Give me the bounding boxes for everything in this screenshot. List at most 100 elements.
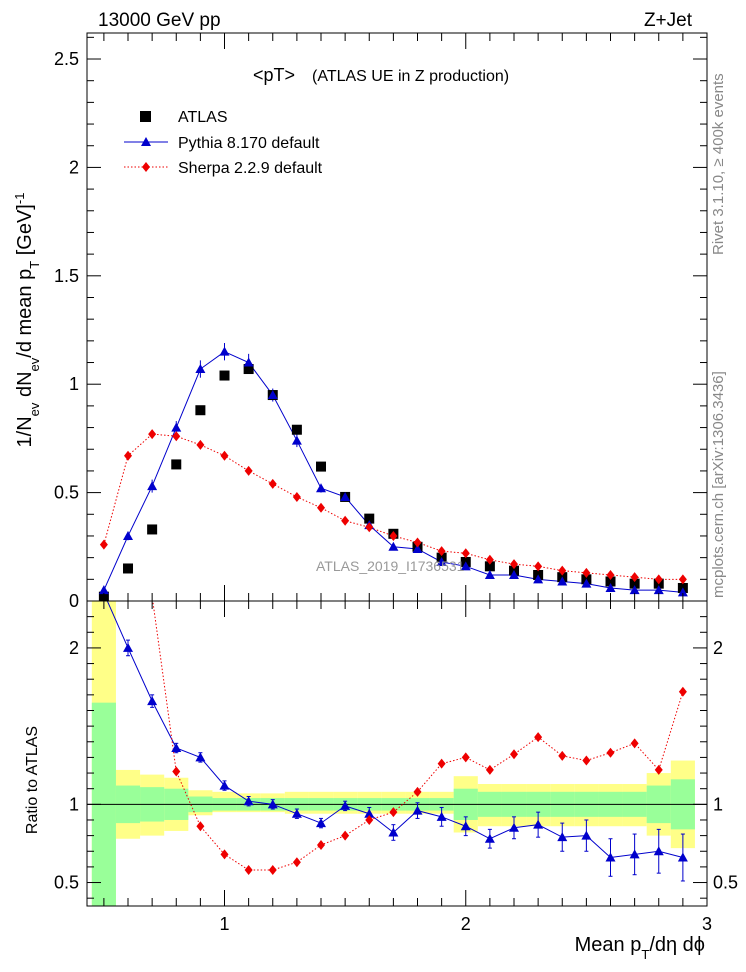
ratio-sherpa-point — [437, 758, 446, 769]
pythia-point — [460, 561, 471, 571]
ratio-pythia-point — [219, 780, 230, 790]
sherpa-point — [172, 431, 181, 442]
ratio-sherpa-point — [317, 840, 326, 850]
sherpa-point — [124, 450, 133, 461]
ratio-pythia-point — [195, 752, 206, 762]
ratio-sherpa-point — [292, 857, 301, 868]
sherpa-point — [606, 569, 615, 580]
pythia-point — [291, 435, 302, 445]
pythia-point — [557, 576, 568, 586]
ratio-pythia-point — [509, 822, 520, 832]
atlas-point — [123, 563, 134, 574]
pythia-point — [98, 585, 109, 595]
sherpa-point — [630, 572, 639, 583]
sherpa-point — [365, 522, 374, 533]
sherpa-point — [220, 450, 229, 461]
atlas-point — [171, 459, 182, 470]
ratio-sherpa-line — [152, 601, 684, 871]
ratio-pythia-point — [123, 642, 134, 652]
ratio-pythia-point — [147, 696, 158, 706]
main-y-tick-label: 0 — [69, 591, 79, 611]
ratio-y-axis-label: Ratio to ATLAS — [24, 726, 41, 834]
ratio-sherpa-point — [606, 747, 615, 758]
x-axis-label: Mean pT/dη dϕ — [575, 934, 705, 962]
ratio-sherpa-point — [510, 749, 519, 760]
atlas-point — [195, 405, 206, 416]
ratio-frame — [86, 600, 708, 907]
atlas-point — [605, 576, 616, 587]
pythia-point — [509, 569, 520, 579]
ratio-pythia-point — [533, 819, 544, 829]
legend-label-pythia: Pythia 8.170 default — [178, 135, 320, 152]
main-y-tick-label: 1 — [69, 374, 79, 394]
ratio-pythia-point — [412, 805, 423, 815]
pythia-point — [316, 483, 327, 493]
ratio-pythia-point — [364, 808, 375, 818]
sherpa-point — [341, 515, 350, 526]
sherpa-point — [244, 465, 253, 476]
ratio-pythia-point — [316, 818, 327, 828]
pythia-point — [533, 574, 544, 584]
ratio-sherpa-point — [196, 821, 205, 832]
ratio-sherpa-point — [365, 814, 374, 825]
sherpa-point — [437, 546, 446, 557]
legend-label-sherpa: Sherpa 2.2.9 default — [178, 160, 323, 177]
sherpa-point — [292, 491, 301, 502]
sherpa-point — [534, 561, 543, 572]
sherpa-point — [268, 478, 277, 489]
main-panel: ATLAS_2019_I1736531 0 0.5 1 1.5 2 2.5 1/Nev d… — [12, 32, 708, 611]
ratio-pythia-point — [267, 799, 278, 809]
watermark: ATLAS_2019_I1736531 — [316, 558, 465, 574]
side-label-rivet: Rivet 3.1.10, ≥ 400k events — [710, 73, 727, 255]
ratio-sherpa-point — [413, 786, 422, 797]
ratio-pythia-point — [581, 830, 592, 840]
pythia-point — [243, 357, 254, 367]
ratio-sherpa-point — [244, 865, 253, 876]
ratio-pythia-point — [291, 808, 302, 818]
ratio-sherpa-point — [630, 738, 639, 749]
pythia-point — [171, 422, 182, 432]
pythia-point — [412, 543, 423, 553]
ratio-sherpa-point — [534, 732, 543, 743]
pythia-point — [219, 346, 230, 356]
pythia-point — [436, 556, 447, 566]
x-tick-label: 1 — [220, 914, 230, 934]
ratio-sherpa-point — [654, 764, 663, 775]
ratio-y-tick-label-right: 0.5 — [713, 873, 738, 893]
ratio-pythia-point — [677, 852, 688, 862]
ratio-sherpa-point — [485, 764, 494, 775]
pythia-point — [653, 585, 664, 595]
ratio-pythia-point — [629, 849, 640, 859]
atlas-point — [219, 370, 230, 381]
pythia-point — [340, 491, 351, 501]
ratio-sherpa-point — [678, 686, 687, 697]
ratio-sherpa-point — [124, 257, 132, 267]
atlas-point — [629, 578, 640, 589]
ratio-panel: 0.5 0.5 1 1 2 2 1 2 3 Ratio to ATLAS — [24, 257, 738, 934]
pythia-point — [581, 578, 592, 588]
atlas-point — [291, 424, 302, 435]
atlas-point — [484, 561, 495, 572]
ratio-pythia-point — [460, 821, 471, 831]
ratio-pythia-point — [557, 832, 568, 842]
ratio-sherpa-point — [461, 752, 470, 763]
collision-label: 13000 GeV pp — [98, 10, 221, 31]
pythia-line — [103, 351, 683, 593]
ratio-sherpa-point — [341, 830, 350, 841]
ratio-sherpa-point — [582, 755, 591, 766]
x-tick-label: 3 — [702, 914, 712, 934]
pythia-point — [267, 390, 278, 400]
pythia-point — [195, 364, 206, 374]
ratio-y-tick-label-right: 1 — [713, 794, 723, 814]
ratio-pythia-point — [243, 796, 254, 806]
main-y-tick-label: 2.5 — [54, 49, 79, 69]
sherpa-point — [582, 567, 591, 578]
ratio-sherpa-point — [220, 849, 229, 860]
sherpa-point — [485, 554, 494, 565]
sherpa-point — [389, 530, 398, 541]
pythia-point — [388, 541, 399, 551]
ratio-sherpa-point — [268, 865, 277, 876]
legend-label-atlas: ATLAS — [178, 109, 228, 126]
sherpa-point — [558, 565, 567, 576]
